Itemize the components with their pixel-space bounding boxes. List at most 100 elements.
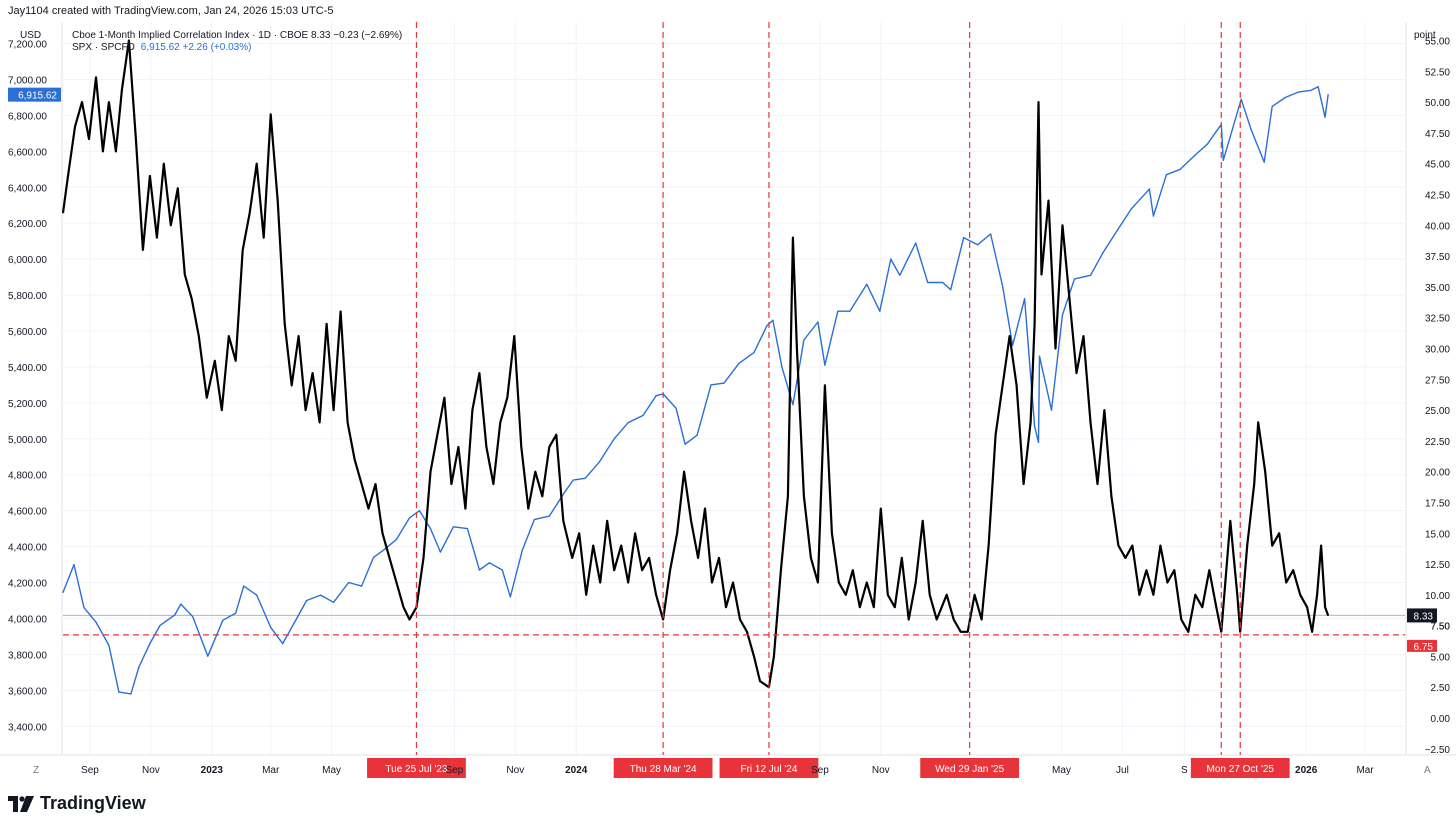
correlation-data-point — [1194, 594, 1196, 596]
correlation-data-point — [1037, 101, 1040, 103]
series-layer — [61, 39, 1330, 695]
correlation-data-point — [191, 298, 193, 300]
spx-data-point — [488, 562, 490, 564]
auto-scale-left-icon[interactable]: Z — [33, 765, 39, 776]
time-axis-tick: Sep — [811, 765, 829, 776]
marker-date-badge — [613, 758, 713, 778]
correlation-data-point — [142, 249, 144, 251]
spx-data-point — [270, 626, 272, 629]
correlation-data-point — [1152, 594, 1154, 596]
chart-credit: Jay1104 created with TradingView.com, Ja… — [8, 5, 334, 17]
spx-data-point — [738, 362, 740, 364]
correlation-data-point — [901, 557, 903, 559]
correlation-data-point — [1034, 323, 1036, 325]
correlation-data-point — [796, 347, 798, 350]
spx-data-point — [1012, 344, 1014, 346]
spx-data-point — [627, 422, 629, 424]
spx-data-point — [1263, 161, 1265, 163]
spx-data-point — [655, 395, 657, 397]
correlation-data-point — [655, 594, 657, 596]
correlation-data-point — [585, 594, 587, 596]
correlation-data-point — [319, 421, 321, 423]
spx-data-point — [890, 258, 892, 260]
marker-date-label: Thu 28 Mar '24 — [630, 764, 697, 775]
right-axis-tick: 25.00 — [1425, 406, 1450, 417]
correlation-data-point — [1166, 581, 1168, 584]
spx-data-point — [1317, 86, 1319, 88]
left-axis-tick: 6,000.00 — [8, 255, 47, 266]
correlation-data-point — [291, 384, 293, 386]
spx-data-point — [501, 569, 503, 571]
spx-data-point — [108, 644, 110, 647]
correlation-data-point — [792, 237, 794, 239]
marker-date-label: Fri 12 Jul '24 — [740, 764, 797, 775]
time-axis-tick: S — [1181, 765, 1188, 776]
correlation-data-point — [1253, 483, 1255, 485]
right-axis-tick: 17.50 — [1425, 498, 1450, 509]
spx-data-point — [1089, 274, 1092, 276]
correlation-data-point — [464, 508, 466, 510]
spx-data-point — [879, 310, 881, 312]
right-axis-tick: 55.00 — [1425, 36, 1450, 47]
spx-data-point — [382, 549, 385, 551]
right-axis-tick: 0.00 — [1431, 714, 1451, 725]
correlation-data-point — [214, 360, 216, 362]
correlation-data-point — [1103, 409, 1105, 411]
spx-data-point — [478, 569, 480, 571]
correlation-data-point — [149, 175, 151, 177]
correlation-data-point — [648, 557, 650, 559]
correlation-data-point — [1131, 545, 1133, 547]
spx-data-point — [1061, 314, 1064, 316]
correlation-data-point — [74, 126, 76, 128]
correlation-data-point — [571, 557, 573, 559]
correlation-data-point — [773, 655, 775, 658]
correlation-data-point — [485, 446, 487, 448]
correlation-data-point — [1324, 606, 1326, 608]
time-axis-tick: May — [1052, 765, 1071, 776]
correlation-data-point — [732, 581, 734, 584]
correlation-data-point — [374, 483, 377, 485]
spx-data-point — [899, 274, 901, 276]
correlation-data-point — [1222, 606, 1224, 608]
correlation-data-point — [1264, 471, 1266, 473]
spx-data-point — [1037, 441, 1040, 443]
spx-data-point — [149, 643, 151, 645]
auto-scale-right-icon[interactable]: A — [1424, 765, 1431, 776]
correlation-data-point — [408, 618, 411, 621]
spx-data-point — [439, 551, 441, 553]
left-axis-tick: 4,200.00 — [8, 579, 47, 590]
correlation-data-point — [960, 631, 962, 633]
spx-data-point — [83, 607, 85, 609]
last-value-label: 8.33 — [1414, 611, 1434, 622]
time-axis-tick: 2026 — [1295, 765, 1318, 776]
spx-data-point — [710, 384, 712, 386]
correlation-data-point — [1159, 545, 1161, 547]
correlation-data-point — [62, 212, 64, 214]
spx-price-label: 6,915.62 — [18, 91, 57, 102]
spx-data-point — [837, 310, 839, 312]
correlation-data-point — [395, 581, 398, 584]
spx-data-point — [1240, 98, 1242, 100]
left-axis-tick: 4,400.00 — [8, 543, 47, 554]
spx-data-point — [1073, 278, 1076, 280]
correlation-data-point — [599, 581, 601, 584]
right-axis-label: point — [1414, 30, 1436, 41]
correlation-data-point — [1096, 483, 1099, 485]
chart[interactable]: Tue 25 Jul '23 Thu 28 Mar '24 Fri 12 Jul '… — [0, 22, 1456, 782]
time-axis-tick: Sep — [446, 765, 464, 776]
spx-data-point — [62, 591, 64, 594]
tradingview-logo[interactable]: TradingView — [8, 793, 146, 814]
spx-data-point — [866, 283, 868, 285]
correlation-data-point — [810, 557, 812, 559]
spx-data-point — [684, 443, 686, 445]
left-axis-tick: 4,800.00 — [8, 471, 47, 482]
spx-series-line — [62, 85, 1329, 695]
correlation-data-point — [1002, 384, 1004, 386]
spx-data-point — [772, 319, 774, 321]
correlation-data-point — [1180, 618, 1182, 621]
spx-data-point — [753, 352, 755, 354]
correlation-data-point — [235, 360, 237, 362]
correlation-data-point — [506, 397, 508, 399]
correlation-data-point — [669, 569, 671, 571]
time-axis-tick: May — [322, 765, 341, 776]
